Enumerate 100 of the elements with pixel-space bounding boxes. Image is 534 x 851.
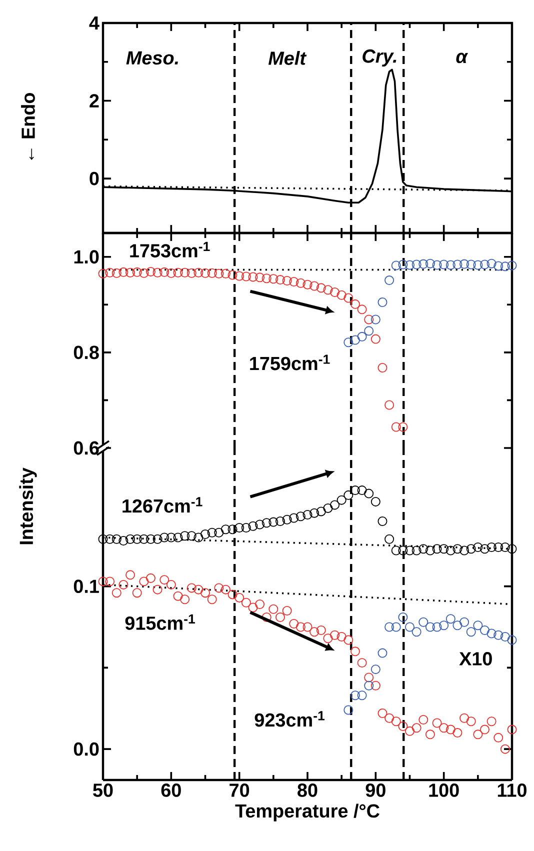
point [310,281,320,291]
point [391,422,401,432]
point [350,690,360,700]
point [439,260,449,270]
y-tick-label: 1.0 [74,250,99,264]
x-tick-label: 70 [230,784,250,797]
point [398,422,408,432]
point [214,268,224,278]
point [262,274,272,284]
point [302,280,312,290]
point [412,627,422,637]
point [494,261,504,271]
point [364,680,374,690]
point [425,622,435,632]
annotation: Melt [268,51,307,65]
point [268,274,278,284]
point [146,266,156,276]
series-label: 1759cm$^{-1}$ [250,354,330,370]
point [289,276,299,286]
point [378,298,388,308]
point [330,287,340,297]
series-label: 1267cm$^{-1}$ [122,497,202,513]
point [480,626,490,636]
x-tick-label: 100 [429,784,459,797]
point [432,260,442,270]
y-tick-label: 0.1 [74,580,99,594]
y-tick-label: 0 [90,172,99,186]
point [275,275,285,285]
point [220,268,230,278]
point [500,632,510,642]
point [452,620,462,630]
point [446,260,456,270]
point [473,260,483,270]
annotation: Meso. [126,51,178,65]
y-tick-label: 0.6 [74,441,99,455]
point [391,260,401,270]
point [112,268,122,278]
point [412,260,422,270]
point [357,304,367,314]
x-tick-label: 90 [366,784,386,797]
point [296,278,306,288]
point [132,267,142,277]
point [173,268,183,278]
point [398,260,408,270]
point [200,268,210,278]
point [139,268,149,278]
point [446,614,456,624]
point [378,648,388,658]
point [207,268,217,278]
point [357,690,367,700]
point [466,627,476,637]
point [384,400,394,410]
point [486,628,496,638]
point [432,622,442,632]
annotation: X10 [459,652,492,666]
point [228,270,238,280]
point [118,267,128,277]
point [364,326,374,336]
point [344,705,354,715]
point [194,268,204,278]
point [378,362,388,372]
point [418,617,428,627]
point [350,299,360,309]
point [460,617,470,627]
point [466,260,476,270]
point [160,267,170,277]
point [323,285,333,295]
point [248,272,258,282]
point [391,622,401,632]
point [105,268,115,278]
point [336,290,346,300]
point [357,332,367,342]
point [398,612,408,622]
point [473,620,483,630]
series-label: 1753cm$^{-1}$ [130,242,210,258]
point [480,260,490,270]
point [152,268,162,278]
point [186,268,196,278]
point [166,268,176,278]
y-axis-title: ← Endo [21,93,35,160]
point [439,620,449,630]
point [494,630,504,640]
point [460,259,470,269]
x-axis-title: Temperature /°C [235,804,380,822]
point [364,314,374,324]
x-tick-label: 60 [161,784,181,797]
x-tick-label: 50 [93,784,113,797]
point [350,335,360,345]
annotation: α [456,52,468,64]
point [370,314,380,324]
point [384,622,394,632]
point [282,276,292,286]
point [180,268,190,278]
point [370,664,380,674]
point [405,622,414,632]
point [370,334,380,344]
series-label: 923cm$^{-1}$ [254,711,325,727]
x-tick-label: 110 [498,784,526,797]
point [452,260,462,270]
point [234,271,244,281]
